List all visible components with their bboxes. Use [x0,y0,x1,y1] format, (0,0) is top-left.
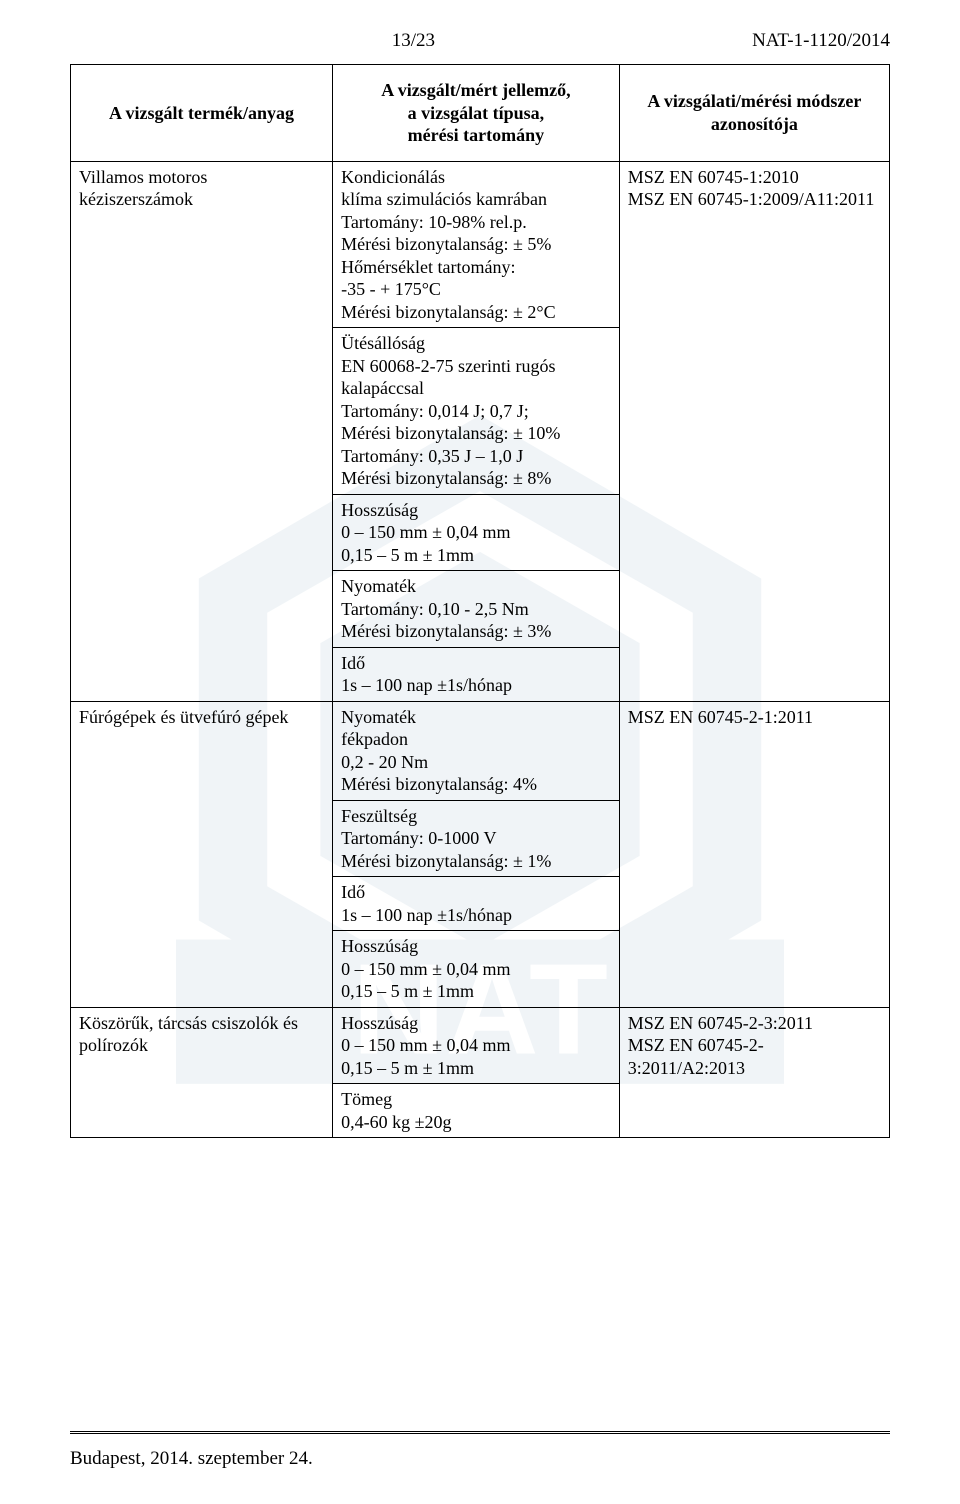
method-cell: FeszültségTartomány: 0-1000 VMérési bizo… [333,800,620,877]
product-cell: Villamos motoros kéziszerszámok [71,161,333,328]
product-cell: Fúrógépek és ütvefúró gépek [71,701,333,800]
col-header-method: A vizsgált/mért jellemző,a vizsgálat típ… [333,65,620,162]
method-cell: Hosszúság0 – 150 mm ± 0,04 mm0,15 – 5 m … [333,931,620,1008]
product-cell [71,571,333,648]
product-cell [71,328,333,495]
method-cell: ÜtésállóságEN 60068-2-75 szerinti rugósk… [333,328,620,495]
document-id: NAT-1-1120/2014 [752,30,890,52]
id-cell [619,571,889,648]
method-cell: Idő1s – 100 nap ±1s/hónap [333,877,620,931]
method-cell: Kondicionálásklíma szimulációs kamrábanT… [333,161,620,328]
method-cell: Idő1s – 100 nap ±1s/hónap [333,647,620,701]
method-cell: Hosszúság0 – 150 mm ± 0,04 mm0,15 – 5 m … [333,1007,620,1084]
methods-table: A vizsgált termék/anyag A vizsgált/mért … [70,64,890,1138]
id-cell [619,931,889,1008]
method-cell: Tömeg0,4-60 kg ±20g [333,1084,620,1138]
id-cell [619,494,889,571]
id-cell: MSZ EN 60745-2-1:2011 [619,701,889,800]
id-cell [619,1084,889,1138]
col-header-product: A vizsgált termék/anyag [71,65,333,162]
product-cell [71,1084,333,1138]
product-cell: Köszörűk, tárcsás csiszolók éspolírozók [71,1007,333,1084]
method-cell: Hosszúság0 – 150 mm ± 0,04 mm0,15 – 5 m … [333,494,620,571]
page-number: 13/23 [392,30,435,52]
id-cell: MSZ EN 60745-1:2010MSZ EN 60745-1:2009/A… [619,161,889,328]
footer-text: Budapest, 2014. szeptember 24. [70,1448,313,1470]
method-cell: Nyomatékfékpadon0,2 - 20 NmMérési bizony… [333,701,620,800]
method-cell: NyomatékTartomány: 0,10 - 2,5 NmMérési b… [333,571,620,648]
product-cell [71,931,333,1008]
product-cell [71,647,333,701]
product-cell [71,877,333,931]
id-cell [619,877,889,931]
col-header-id: A vizsgálati/mérési módszerazonosítója [619,65,889,162]
id-cell [619,647,889,701]
product-cell [71,800,333,877]
footer-rule [70,1431,890,1434]
id-cell [619,800,889,877]
page-header: . 13/23 NAT-1-1120/2014 [70,30,890,52]
id-cell: MSZ EN 60745-2-3:2011MSZ EN 60745-2-3:20… [619,1007,889,1084]
id-cell [619,328,889,495]
product-cell [71,494,333,571]
